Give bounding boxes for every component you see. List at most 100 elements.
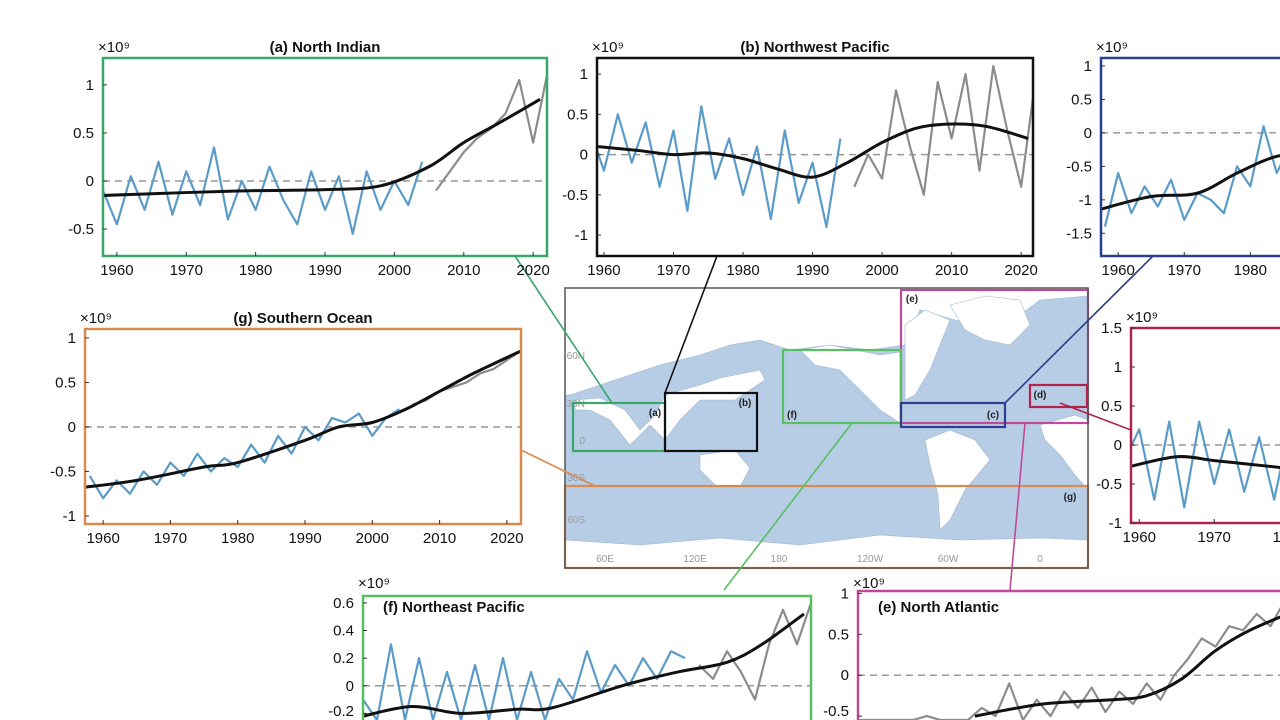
- observed-series: [363, 643, 686, 720]
- x-tick-label: 1990: [308, 262, 341, 279]
- connector-line-a: [514, 255, 613, 404]
- y-tick-label: 1: [841, 585, 849, 602]
- region-label-e: (e): [906, 294, 918, 305]
- connector-line-g: [520, 449, 596, 487]
- x-tick-label: 2020: [516, 262, 549, 279]
- x-tick-label: 2020: [490, 530, 523, 547]
- longitude-label: 180: [771, 554, 788, 565]
- panel-a: -0.5 0 0.5 1 1960 1970 1980 1990 2000 2010 2020 ×10…: [68, 39, 550, 279]
- y-tick-label: 0: [1084, 125, 1092, 142]
- observed-series-recent: [853, 64, 1033, 196]
- plot-area: [1101, 58, 1280, 256]
- plot-content: [597, 64, 1033, 229]
- latitude-label: 0: [579, 436, 585, 447]
- observed-series: [103, 146, 424, 235]
- y-tick-label: -0.5: [823, 703, 849, 720]
- x-tick-label: 1970: [1198, 529, 1231, 546]
- land-mass: [574, 369, 766, 446]
- connector-line-c: [1004, 255, 1154, 404]
- region-box-b: [663, 391, 759, 453]
- plot-content: [103, 75, 547, 235]
- trend-line: [85, 349, 521, 489]
- x-tick-label: 1990: [796, 262, 829, 279]
- x-tick-label: 2000: [378, 262, 411, 279]
- panel-b: -1 -0.5 0 0.5 1 1960 1970 1980 1990 2000 2010 2020 ×…: [562, 39, 1038, 279]
- panel-f: -0.2 0 0.2 0.4 0.6×10⁹ (f) Northeast Pacific: [328, 575, 813, 720]
- longitude-label: 60E: [596, 554, 614, 565]
- observed-series-recent: [698, 602, 811, 701]
- y-tick-label: 0: [86, 173, 94, 190]
- region-box-f: [781, 348, 903, 425]
- region-label-b: (b): [739, 398, 752, 409]
- longitude-label: 120W: [857, 554, 884, 565]
- latitude-label: 30N: [567, 399, 585, 410]
- trend-line: [103, 98, 541, 197]
- panel-e: -0.5 0 0.5 1×10⁹ (e) North Atlantic: [823, 575, 1280, 720]
- region-box-d: [1028, 383, 1089, 409]
- region-box-c: [899, 401, 1007, 429]
- multiplier-label: ×10⁹: [80, 310, 112, 327]
- y-tick-label: 0.6: [333, 595, 354, 612]
- x-tick-label: 1960: [587, 262, 620, 279]
- y-tick-label: -0.5: [1096, 476, 1122, 493]
- x-tick-label: 1970: [154, 530, 187, 547]
- x-tick-label: 2020: [1004, 262, 1037, 279]
- multiplier-label: ×10⁹: [98, 39, 130, 56]
- trend-line: [597, 122, 1029, 179]
- latitude-label: 30S: [567, 473, 585, 484]
- plot-area: [103, 58, 547, 256]
- panel-title: (f) Northeast Pacific: [383, 599, 525, 616]
- y-tick-label: 0: [580, 147, 588, 164]
- x-tick-label: 1970: [170, 262, 203, 279]
- panel-title: (a) North Indian: [270, 39, 381, 56]
- panel-d: -1-0.500.511.5196019701980×10⁹(d) M: [1096, 309, 1280, 546]
- y-tick-label: 1: [1114, 359, 1122, 376]
- y-tick-label: 0.5: [828, 626, 849, 643]
- plot-content: [363, 602, 811, 720]
- plot-area: [597, 58, 1033, 256]
- panel-g: -1 -0.5 0 0.5 1 1960 1970 1980 1990 2000 2010 2020 ×…: [50, 310, 523, 547]
- y-tick-label: 1: [86, 77, 94, 94]
- y-tick-label: -0.5: [68, 221, 94, 238]
- x-tick-label: 1990: [288, 530, 321, 547]
- connector-line-d: [1059, 402, 1132, 431]
- x-tick-label: 2010: [935, 262, 968, 279]
- y-tick-label: -1: [1109, 515, 1122, 532]
- y-tick-label: -0.5: [1066, 158, 1092, 175]
- y-tick-label: 0.5: [567, 106, 588, 123]
- map-frame: [564, 287, 1089, 569]
- y-tick-label: 0: [841, 667, 849, 684]
- x-tick-label: 2000: [865, 262, 898, 279]
- y-tick-label: 1: [1084, 58, 1092, 75]
- plot-content: [85, 349, 521, 500]
- y-tick-label: 0.5: [1071, 91, 1092, 108]
- land-mass: [924, 429, 991, 531]
- y-tick-label: 0: [346, 678, 354, 695]
- world-map: 60N 30N 0 30S 60S 60E 120E 180 120W 60W 0 (g) (e) (a)…: [563, 287, 1090, 570]
- multiplier-label: ×10⁹: [1126, 309, 1158, 326]
- x-tick-label: 1960: [1123, 529, 1156, 546]
- observed-series-recent: [858, 606, 1280, 720]
- x-tick-label: 1980: [726, 262, 759, 279]
- y-tick-label: -0.5: [50, 463, 76, 480]
- y-tick-label: 0.5: [1101, 398, 1122, 415]
- trend-line: [1101, 154, 1280, 211]
- plot-content: [1101, 125, 1280, 227]
- panel-frame: [1129, 326, 1280, 525]
- land-mass: [949, 295, 1031, 346]
- connector-line-f: [723, 422, 853, 591]
- y-tick-label: 0: [1114, 437, 1122, 454]
- longitude-label: 60W: [938, 554, 959, 565]
- latitude-label: 60N: [567, 351, 585, 362]
- plot-content: [1131, 420, 1280, 509]
- panel-title: (g) Southern Ocean: [233, 310, 372, 327]
- connector-lines: [514, 255, 1154, 591]
- land-mass: [1039, 414, 1089, 491]
- longitude-label: 120E: [683, 554, 707, 565]
- connector-line-e: [1009, 422, 1026, 591]
- panel-frame: [856, 589, 1280, 720]
- plot-content: [858, 606, 1280, 720]
- land-mass: [904, 309, 951, 401]
- y-tick-label: 0.4: [333, 623, 354, 640]
